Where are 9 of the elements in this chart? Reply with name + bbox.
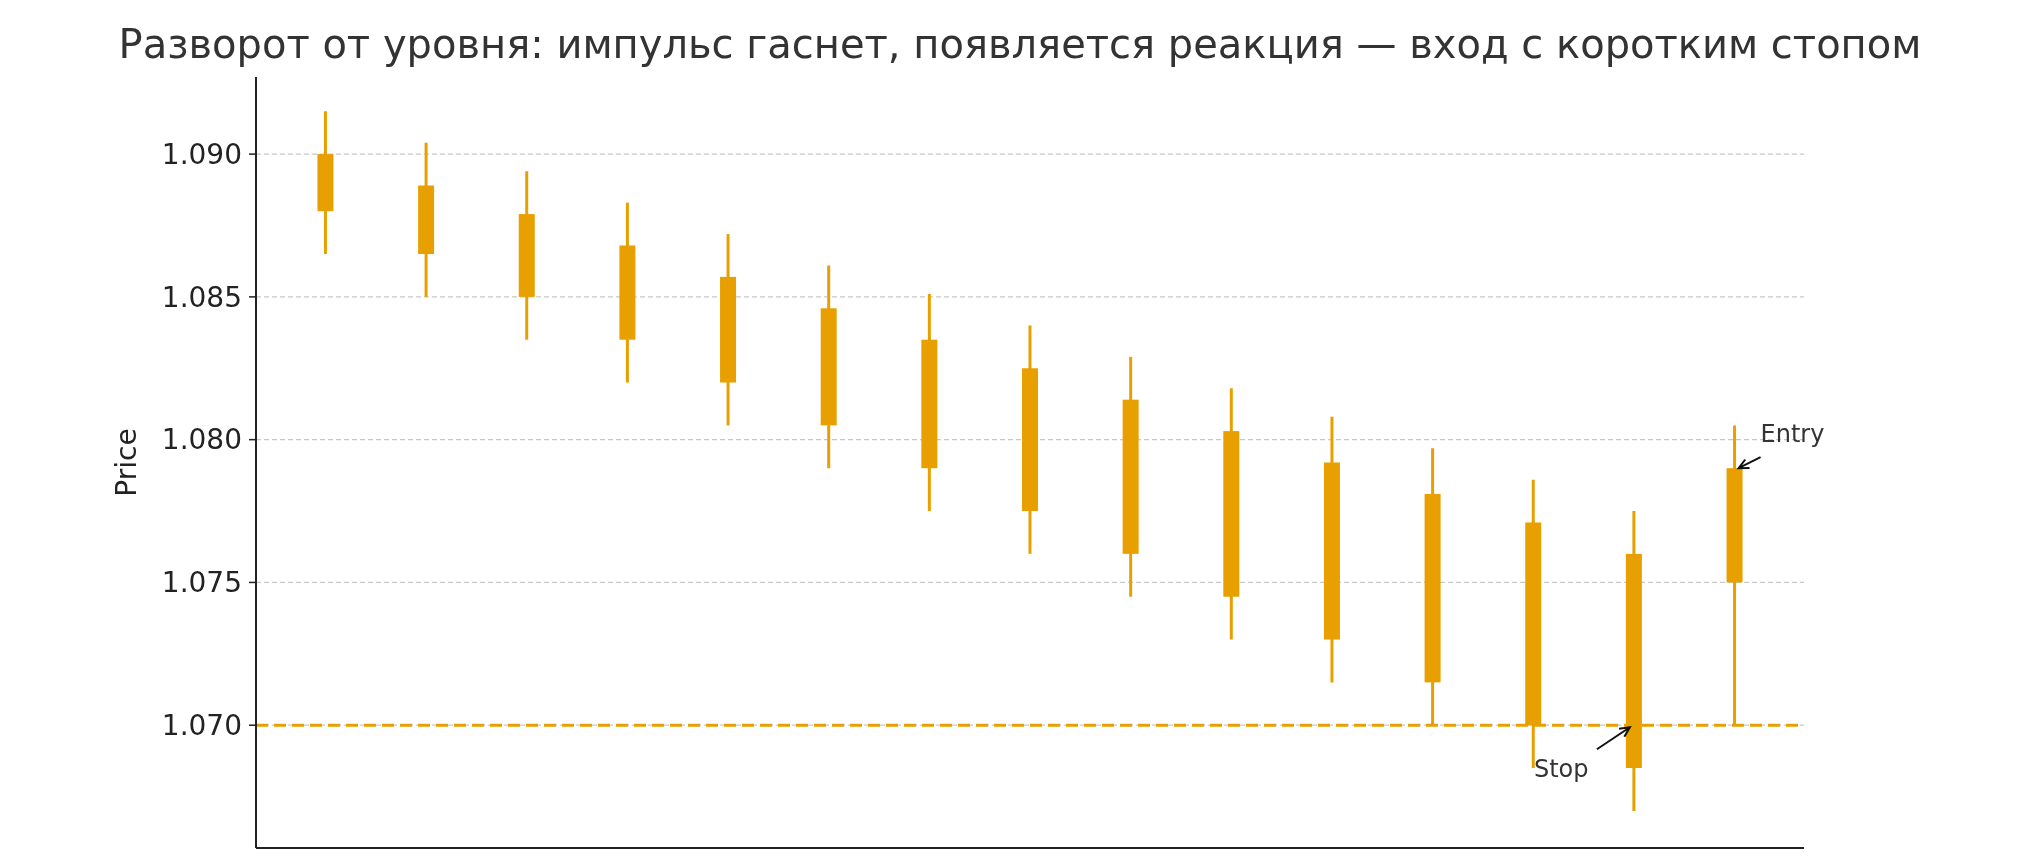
annotation: Stop bbox=[1533, 755, 1589, 784]
chart-title: Разворот от уровня: импульс гаснет, появляется реакция — вход с коротким стопом bbox=[118, 21, 1922, 67]
y-tick-label: 1.070 bbox=[161, 709, 242, 743]
y-tick-label: 1.085 bbox=[161, 280, 242, 314]
y-tick-label: 1.080 bbox=[161, 423, 242, 457]
y-axis-title: Price bbox=[110, 428, 143, 497]
y-tick-label: 1.090 bbox=[161, 137, 242, 171]
y-tick-label: 1.075 bbox=[161, 566, 242, 600]
annotation: Entry bbox=[1760, 420, 1825, 449]
